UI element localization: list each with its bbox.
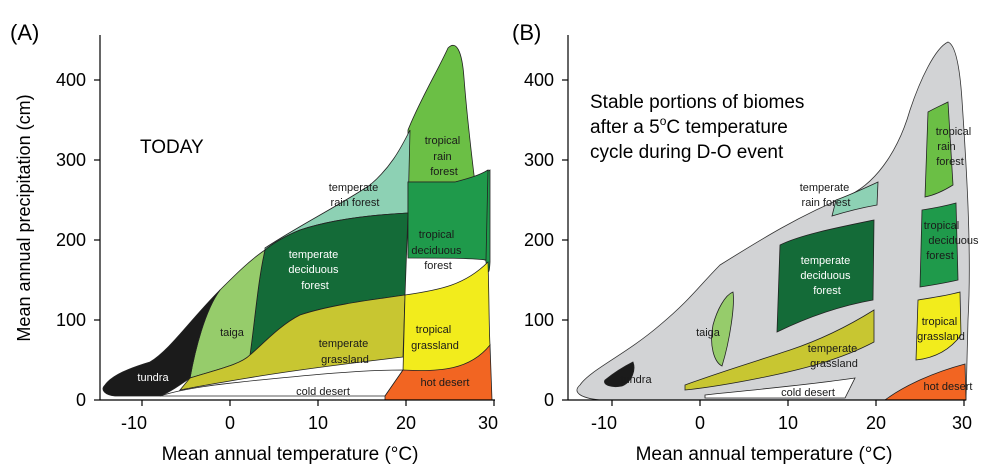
temperate-deciduous-forest-stable	[776, 219, 875, 333]
panel-b-xtick: 0	[695, 413, 705, 433]
cold-desert-region	[159, 369, 404, 397]
note-line-2: after a 5oC temperature	[590, 114, 788, 138]
temperate-grassland-region	[178, 294, 406, 391]
tundra-stable	[604, 361, 635, 388]
panel-a-title: TODAY	[140, 137, 204, 158]
panel-b-ytick: 200	[524, 230, 554, 250]
panel-a-ytick: 0	[76, 390, 86, 410]
tropical-grassland-region	[402, 261, 491, 373]
panel-b-xtick: -10	[591, 413, 617, 433]
panel-b-y-ticks: 0 100 200 300 400	[524, 70, 568, 410]
taiga-stable	[711, 291, 734, 367]
panel-b-ytick: 0	[544, 390, 554, 410]
panel-a-y-axis-label: Mean annual precipitation (cm)	[14, 94, 34, 341]
panel-a-label: (A)	[10, 20, 39, 45]
temperate-deciduous-forest-label: temperate deciduous forest	[800, 255, 853, 297]
panel-b-xtick: 10	[778, 413, 798, 433]
panel-b-x-ticks: -10 0 10 20 30	[591, 400, 972, 433]
tropical-grassland-label: tropical grassland	[917, 316, 965, 343]
tundra-label: tundra	[137, 372, 169, 384]
temperate-grassland-label: temperate grassland	[808, 343, 861, 370]
tropical-grassland-stable	[915, 291, 962, 361]
panel-a-ytick: 400	[56, 70, 86, 90]
panel-b: (B) 0 100 200 300 400	[512, 20, 982, 465]
panel-a-xtick: -10	[121, 413, 147, 433]
panel-a-xtick: 0	[225, 413, 235, 433]
panel-b-x-axis-label: Mean annual temperature (°C)	[636, 444, 893, 465]
panel-b-ytick: 300	[524, 150, 554, 170]
tundra-region	[102, 289, 221, 397]
tropical-rain-forest-stable	[924, 101, 954, 198]
temperate-rain-forest-label: temperate rain forest	[329, 182, 382, 209]
panel-b-ytick: 100	[524, 310, 554, 330]
note-line-3: cycle during D-O event	[590, 142, 784, 163]
temperate-deciduous-forest-label: temperate deciduous forest	[288, 249, 341, 292]
hot-desert-stable	[883, 363, 967, 401]
note-line-1: Stable portions of biomes	[590, 92, 804, 113]
temperate-rain-forest-label: temperate rain forest	[800, 182, 853, 209]
tundra-label: tundra	[620, 374, 652, 386]
tropical-rain-forest-label: tropical rain forest	[425, 135, 464, 178]
hot-desert-label: hot desert	[421, 377, 470, 389]
panel-b-xtick: 20	[866, 413, 886, 433]
tropical-grassland-label: tropical grassland	[411, 324, 459, 352]
panel-a-ytick: 100	[56, 310, 86, 330]
tropical-deciduous-forest-region-2	[407, 169, 489, 261]
hot-desert-region	[384, 343, 493, 401]
panel-b-ytick: 400	[524, 70, 554, 90]
temperate-grassland-stable	[684, 309, 875, 391]
panel-b-label: (B)	[512, 20, 541, 45]
panel-a-x-axis-label: Mean annual temperature (°C)	[162, 444, 419, 465]
temperate-grassland-label: temperate grassland	[319, 338, 372, 366]
tropical-deciduous-forest-stable	[919, 202, 959, 288]
taiga-label: taiga	[696, 327, 721, 339]
panel-a-y-ticks: 0 100 200 300 400	[56, 70, 100, 410]
tropical-deciduous-forest-label: tropical deciduous forest	[924, 220, 982, 262]
cold-desert-label: cold desert	[296, 386, 350, 398]
panel-a-ytick: 300	[56, 150, 86, 170]
panel-a-xtick: 20	[396, 413, 416, 433]
hot-desert-label: hot desert	[924, 381, 973, 393]
taiga-label: taiga	[220, 327, 245, 339]
panel-a-xtick: 10	[308, 413, 328, 433]
cold-desert-label: cold desert	[781, 387, 835, 399]
temperate-rain-forest-stable	[831, 181, 879, 217]
panel-a-x-ticks: -10 0 10 20 30	[121, 400, 498, 433]
tropical-deciduous-forest-label: tropical deciduous forest	[411, 229, 464, 272]
panel-a-ytick: 200	[56, 230, 86, 250]
biome-envelope-region	[576, 41, 970, 401]
panel-b-xtick: 30	[952, 413, 972, 433]
cold-desert-stable	[704, 377, 856, 399]
tropical-rain-forest-label: tropical rain forest	[936, 126, 975, 168]
panel-a-xtick: 30	[478, 413, 498, 433]
panel-a: (A) 0 100 200 300 400	[10, 20, 498, 465]
panel-b-note: Stable portions of biomes after a 5oC te…	[590, 92, 804, 163]
